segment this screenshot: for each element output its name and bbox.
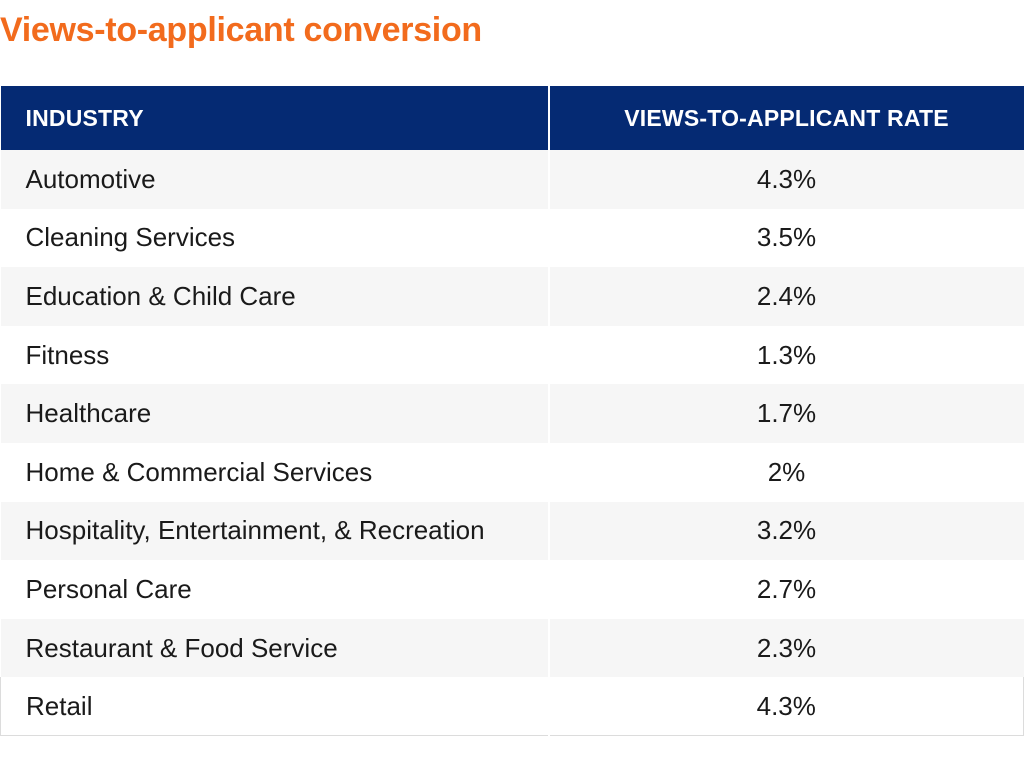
rate-cell: 3.2% bbox=[756, 515, 817, 546]
table-row: Education & Child Care 2.4% bbox=[0, 267, 1024, 326]
page-title: Views-to-applicant conversion bbox=[0, 11, 482, 49]
header-industry: INDUSTRY bbox=[0, 86, 550, 150]
table-row: Healthcare 1.7% bbox=[0, 384, 1024, 443]
industry-cell: Cleaning Services bbox=[0, 208, 550, 268]
industry-cell: Fitness bbox=[0, 325, 550, 385]
rate-cell: 1.3% bbox=[756, 339, 817, 370]
table-row: Hospitality, Entertainment, & Recreation… bbox=[0, 501, 1024, 561]
table-row: Restaurant & Food Service 2.3% bbox=[0, 618, 1024, 678]
rate-cell: 2.3% bbox=[756, 632, 817, 663]
table-row: Retail 4.3% bbox=[0, 677, 1024, 736]
rate-cell: 3.5% bbox=[756, 222, 817, 253]
rate-cell: 2.4% bbox=[756, 280, 817, 311]
industry-cell: Hospitality, Entertainment, & Recreation bbox=[0, 501, 550, 561]
rate-cell: 2.7% bbox=[756, 573, 817, 604]
table-row: Fitness 1.3% bbox=[0, 325, 1024, 385]
industry-cell: Education & Child Care bbox=[0, 267, 550, 326]
industry-cell: Retail bbox=[0, 677, 550, 736]
rate-cell: 2% bbox=[767, 456, 806, 487]
table-row: Personal Care 2.7% bbox=[0, 560, 1024, 619]
industry-cell: Healthcare bbox=[0, 384, 550, 443]
industry-cell: Home & Commercial Services bbox=[0, 442, 550, 502]
table-row: Cleaning Services 3.5% bbox=[0, 208, 1024, 268]
industry-cell: Personal Care bbox=[0, 560, 550, 619]
conversion-table: INDUSTRY VIEWS-TO-APPLICANT RATE Automot… bbox=[0, 86, 1024, 736]
industry-cell: Automotive bbox=[0, 150, 550, 209]
industry-cell: Restaurant & Food Service bbox=[0, 618, 550, 678]
rate-cell: 1.7% bbox=[756, 398, 817, 429]
rate-cell: 4.3% bbox=[548, 677, 1024, 736]
table-row: Home & Commercial Services 2% bbox=[0, 442, 1024, 502]
table-row: Automotive 4.3% bbox=[0, 150, 1024, 209]
table-header-row: INDUSTRY VIEWS-TO-APPLICANT RATE bbox=[0, 86, 1024, 150]
rate-cell: 4.3% bbox=[756, 163, 817, 194]
header-rate: VIEWS-TO-APPLICANT RATE bbox=[624, 104, 949, 131]
